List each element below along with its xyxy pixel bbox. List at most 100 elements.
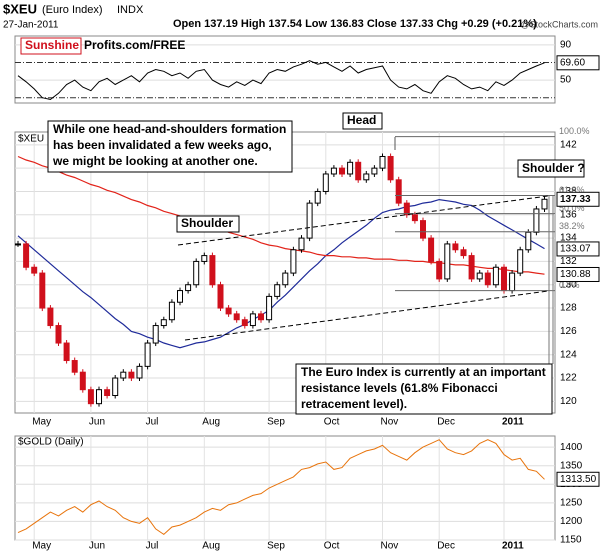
y-tick-label: 1400 [560, 442, 583, 453]
brand-suffix: Profits.com/FREE [84, 38, 185, 52]
moving-average [17, 155, 545, 275]
shoulder-label: Shoulder [181, 216, 233, 230]
neckline-lower [184, 290, 549, 341]
last-value-label: 133.07 [560, 244, 591, 255]
candle [420, 220, 426, 239]
index-name: (Euro Index) [42, 4, 103, 16]
last-value-box [556, 266, 600, 282]
candle [39, 272, 46, 309]
moving-average [17, 198, 545, 349]
last-value-box [556, 241, 600, 257]
candle [120, 371, 127, 379]
candle [509, 272, 516, 292]
symbol: $XEU [3, 1, 37, 16]
y-tick-label: 50 [560, 75, 572, 86]
x-tick-label: Sep [267, 417, 285, 428]
candle [209, 255, 216, 286]
x-tick-label: Aug [202, 541, 220, 552]
candle [193, 260, 200, 286]
rsi-panel [14, 35, 556, 104]
candle [379, 155, 386, 169]
candle [258, 313, 264, 321]
head-label: Head [347, 113, 376, 127]
candle [501, 266, 507, 292]
candle [371, 167, 378, 175]
candle [339, 167, 345, 175]
candle [306, 202, 313, 239]
candle [492, 266, 499, 286]
candle [47, 307, 54, 327]
candle [330, 167, 337, 175]
gold-label: $GOLD (Daily) [18, 437, 84, 448]
candle [403, 202, 410, 216]
candle [476, 272, 483, 280]
last-value-label: 137.33 [560, 194, 591, 205]
candle [63, 342, 70, 362]
x-tick-label: Oct [324, 417, 340, 428]
candle [484, 272, 491, 286]
fib-label: 100.0% [559, 126, 590, 136]
x-tick-label: 2011 [502, 541, 524, 552]
candle [225, 307, 232, 315]
candle [87, 389, 94, 405]
gold-panel [14, 435, 556, 541]
candle [128, 371, 135, 379]
y-tick-label: 134 [560, 233, 577, 244]
candle [395, 179, 402, 204]
x-tick-label: May [32, 417, 51, 428]
candle [217, 284, 224, 309]
candle [185, 284, 192, 292]
exchange: INDX [117, 4, 144, 16]
fib-label: 50.0% [559, 203, 585, 213]
x-tick-label: Dec [437, 541, 455, 552]
x-tick-label: Jul [146, 541, 159, 552]
y-tick-label: 122 [560, 373, 577, 384]
brand: Sunshine [25, 38, 79, 52]
candle [201, 255, 208, 262]
last-value-label: 69.60 [560, 57, 585, 68]
candle [233, 313, 240, 321]
candle [177, 290, 183, 303]
candle [525, 231, 532, 251]
candle [23, 243, 30, 268]
candle [517, 249, 524, 274]
candle [452, 243, 459, 251]
fib-label: 38.2% [559, 221, 585, 231]
candle [436, 260, 443, 280]
y-tick-label: 136 [560, 209, 577, 220]
candle [152, 325, 159, 344]
last-value-label: 1313.50 [560, 474, 597, 485]
y-tick-label: 132 [560, 256, 577, 267]
candle [144, 342, 151, 367]
x-tick-label: Oct [324, 541, 340, 552]
x-tick-label: 2011 [502, 417, 524, 428]
candle [355, 161, 362, 181]
x-tick-label: Dec [437, 417, 455, 428]
candle [541, 198, 548, 210]
fib-label: 0.0% [559, 280, 580, 290]
conclusion-text: The Euro Index is currently at an import… [301, 365, 546, 379]
x-tick-label: Jun [89, 417, 105, 428]
conclusion-text: retracement level). [301, 397, 407, 411]
brand-box [20, 37, 82, 55]
candle [298, 237, 305, 251]
neckline-upper [177, 195, 549, 246]
last-value-box [556, 471, 600, 487]
candle [71, 360, 78, 373]
chart-date: 27-Jan-2011 [3, 20, 59, 31]
intro-text: has been invalidated a few weeks ago, [53, 138, 272, 152]
last-value-box [556, 191, 600, 207]
conclusion-box [295, 363, 553, 415]
y-tick-label: 1150 [560, 535, 582, 546]
candle [136, 365, 143, 379]
y-tick-label: 128 [560, 303, 577, 314]
candle [322, 173, 329, 192]
candle [79, 371, 86, 391]
candle [460, 249, 467, 257]
candle [104, 389, 111, 397]
x-tick-label: Nov [381, 541, 399, 552]
fib-label: 61.8% [559, 185, 585, 195]
shoulder-box [517, 159, 585, 178]
line [17, 60, 545, 101]
